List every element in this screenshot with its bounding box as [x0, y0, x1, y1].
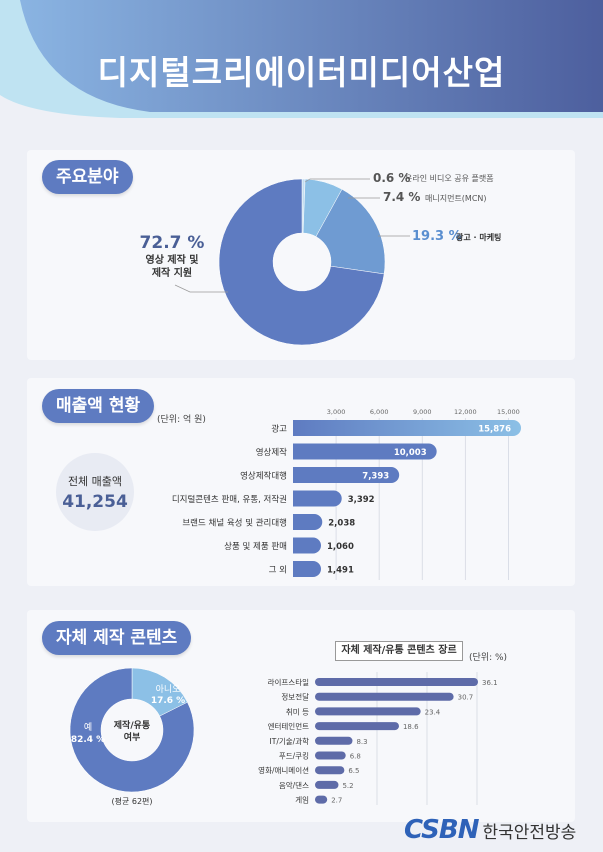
fields-section-title: 주요분야 [42, 160, 133, 194]
total-revenue-badge: 전체 매출액 41,254 [56, 453, 134, 531]
logo-org-name: 한국안전방송 [482, 823, 577, 843]
revenue-section-title: 매출액 현황 [42, 389, 155, 423]
revenue-unit: (단위: 억 원) [157, 415, 206, 425]
page-title: 디지털크리에이터미디어산업 [97, 53, 506, 92]
genre-chart-title: 자체 제작/유통 콘텐츠 장르 [335, 641, 463, 661]
content-section-title: 자체 제작 콘텐츠 [42, 621, 192, 655]
total-revenue-value: 41,254 [62, 492, 128, 512]
logo-mark: CSBN [404, 815, 479, 845]
broadcaster-logo: CSBN 한국안전방송 [404, 815, 576, 845]
total-revenue-label: 전체 매출액 [67, 475, 123, 488]
header-banner: 디지털크리에이터미디어산업 [0, 0, 603, 135]
header-background [0, 0, 603, 135]
genre-unit: (단위: %) [469, 653, 508, 663]
